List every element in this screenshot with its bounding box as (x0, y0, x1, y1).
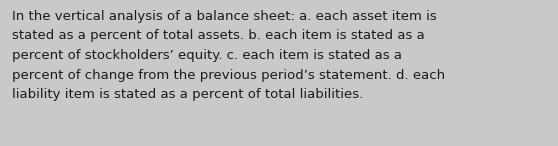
Text: percent of change from the previous period’s statement. d. each: percent of change from the previous peri… (12, 68, 445, 81)
Text: liability item is stated as a percent of total liabilities.: liability item is stated as a percent of… (12, 88, 363, 101)
Text: In the vertical analysis of a balance sheet: a. each asset item is: In the vertical analysis of a balance sh… (12, 10, 437, 23)
Text: stated as a percent of total assets. b. each item is stated as a: stated as a percent of total assets. b. … (12, 29, 425, 42)
Text: percent of stockholders’ equity. c. each item is stated as a: percent of stockholders’ equity. c. each… (12, 49, 402, 62)
